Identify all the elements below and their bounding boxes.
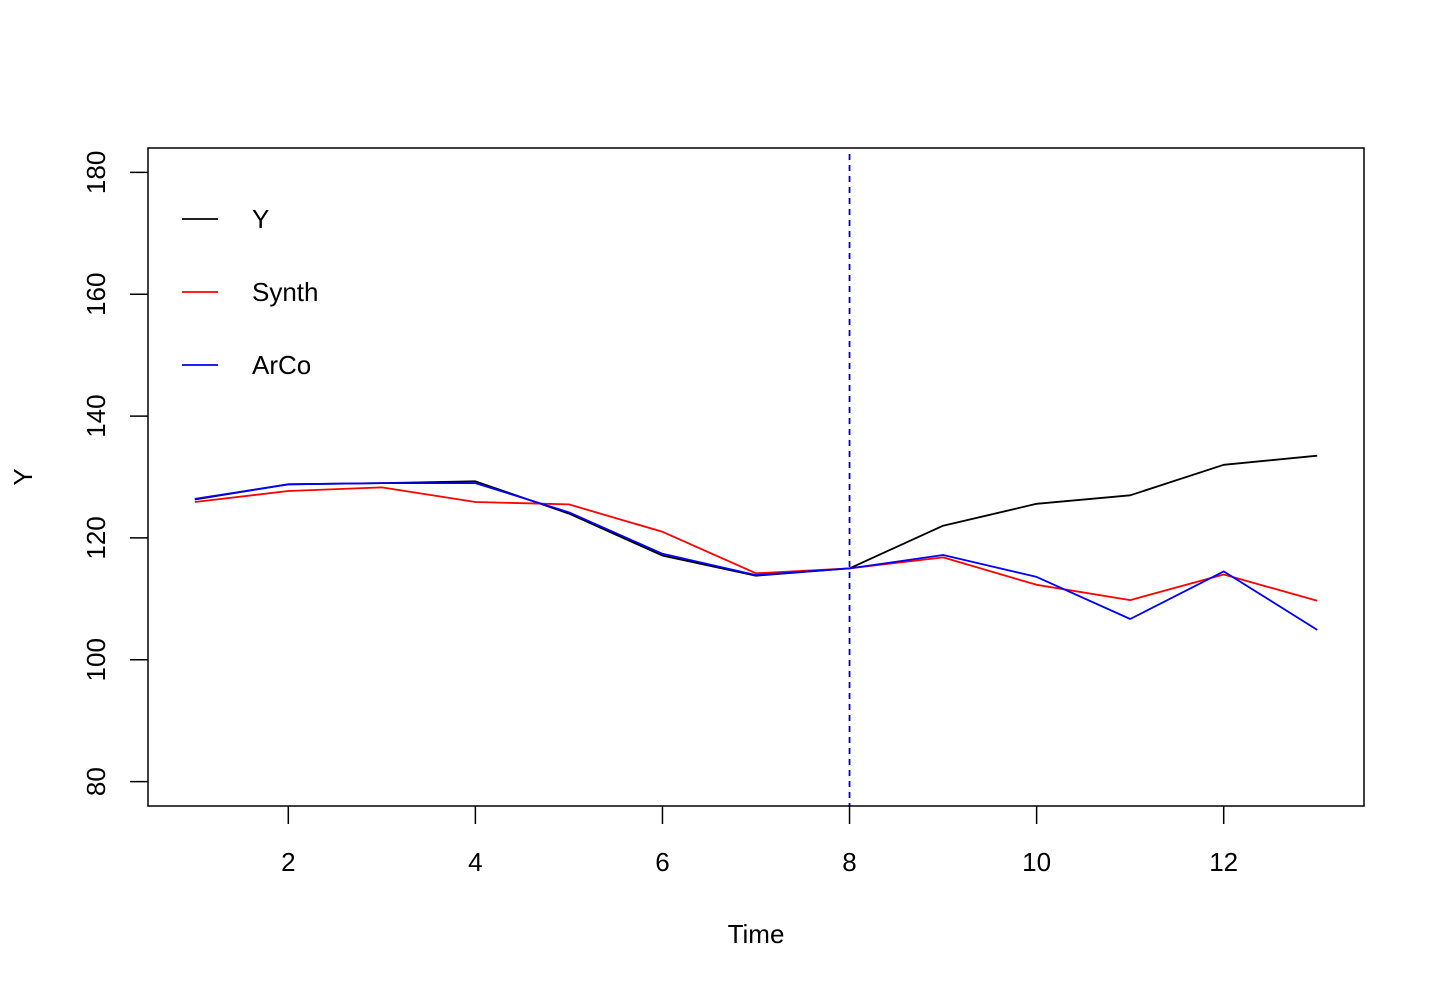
y-tick-label: 140 <box>81 394 111 437</box>
plot-area <box>194 154 1318 806</box>
y-tick-label: 120 <box>81 516 111 559</box>
plot-frame <box>147 147 1365 807</box>
x-tick-label: 4 <box>468 847 482 877</box>
series-line-synth <box>194 486 1318 602</box>
x-tick-label: 2 <box>281 847 295 877</box>
y-tick-label: 100 <box>81 638 111 681</box>
y-tick-label: 160 <box>81 273 111 316</box>
axes: 2 4 6 8 10 12 80 100 120 140 160 180 <box>81 147 1365 877</box>
x-tick-label: 6 <box>655 847 669 877</box>
series-line-arco <box>194 482 1318 631</box>
series-line-y <box>194 454 1318 577</box>
legend-label: ArCo <box>252 350 311 380</box>
x-tick-label: 12 <box>1209 847 1238 877</box>
y-axis-label: Y <box>8 468 38 485</box>
y-tick-label: 80 <box>81 767 111 796</box>
legend-label: Y <box>252 204 269 234</box>
y-tick-label: 180 <box>81 151 111 194</box>
legend-label: Synth <box>252 277 319 307</box>
legend: Y Synth ArCo <box>182 204 319 380</box>
x-tick-label: 8 <box>842 847 856 877</box>
x-axis-label: Time <box>728 919 785 949</box>
x-tick-label: 10 <box>1022 847 1051 877</box>
